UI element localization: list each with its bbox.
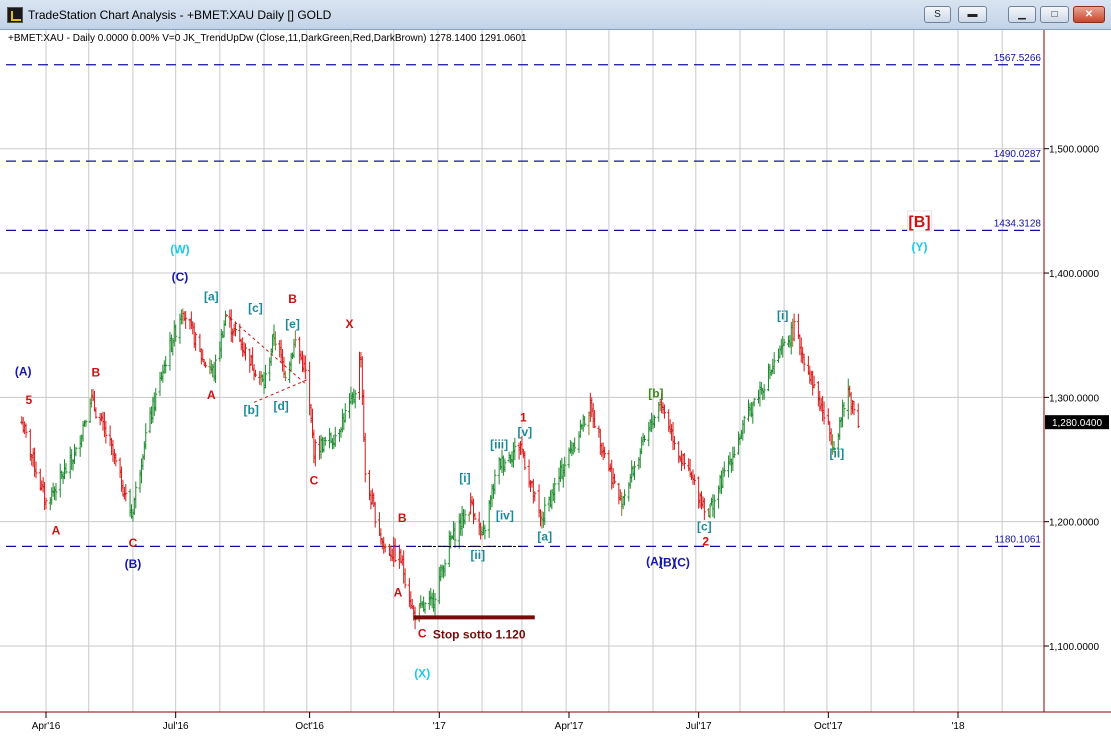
wave-label: [a] — [537, 530, 552, 544]
price-chart[interactable]: 1567.5266 1490.0287 1434.3128 1180.1061 Sto… — [0, 30, 1111, 746]
last-price-marker — [1045, 415, 1109, 430]
time-tick-label: Apr'17 — [555, 721, 584, 732]
wave-label: 2 — [702, 535, 709, 549]
minimize-button[interactable]: ▁ — [1008, 6, 1036, 23]
window-titlebar: TradeStation Chart Analysis - +BMET:XAU … — [0, 0, 1111, 30]
price-axis: 1,100.0000 1,200.0000 1,300.0000 1,400.0000… — [1044, 145, 1109, 653]
wave-label: [c] — [248, 301, 263, 315]
wave-label: (C) — [673, 556, 690, 570]
wave-label: A — [52, 523, 61, 537]
last-price-label: 1,280.0400 — [1052, 418, 1102, 429]
wave-label: [e] — [285, 317, 300, 331]
stop-label: Stop sotto 1.120 — [433, 628, 526, 642]
wave-annotations: Stop sotto 1.120 (A) 5 A B C (B) (W) (C) [a] A [c] B… — [15, 210, 933, 680]
wave-label: [a] — [204, 290, 219, 304]
wave-label: (B) — [125, 557, 142, 571]
close-button[interactable]: ✕ — [1073, 6, 1105, 23]
wave-label: A — [207, 388, 216, 402]
price-tick-label: 1,100.0000 — [1049, 642, 1099, 653]
wave-label: [v] — [517, 425, 532, 439]
level-label: 1434.3128 — [994, 218, 1042, 229]
wave-label: (B) — [659, 556, 676, 570]
line-dropdown-button[interactable]: ▬ — [958, 6, 987, 23]
time-tick-label: Jul'16 — [163, 721, 189, 732]
wave-label: [iv] — [496, 508, 514, 522]
wave-label: [iii] — [490, 438, 508, 452]
maximize-icon: □ — [1051, 9, 1058, 20]
wave-label: B — [398, 511, 407, 525]
maximize-button[interactable]: □ — [1040, 6, 1069, 23]
time-tick-label: Oct'16 — [295, 721, 324, 732]
wave-label: A — [394, 586, 403, 600]
wave-label: [b] — [244, 403, 259, 417]
price-tick-label: 1,500.0000 — [1049, 145, 1099, 156]
wave-label: [c] — [697, 520, 712, 534]
wave-label: (Y) — [912, 240, 928, 254]
wave-label: [ii] — [470, 548, 485, 562]
wave-label: X — [346, 317, 354, 331]
wave-label: [i] — [777, 308, 788, 322]
chart-background — [0, 30, 1111, 746]
wave-label: (C) — [172, 270, 189, 284]
wave-label: B — [92, 365, 101, 379]
vertical-gridlines — [0, 30, 1044, 712]
time-tick-label: Jul'17 — [686, 721, 712, 732]
tradestation-app-icon — [7, 7, 23, 23]
wave-label: C — [310, 474, 319, 488]
wave-label: C — [418, 627, 427, 641]
wave-label: C — [129, 536, 138, 550]
wave-label-box — [907, 210, 933, 232]
wave-label: (W) — [170, 242, 189, 256]
wave-label: (A) — [646, 554, 663, 568]
wave-label: [B] — [908, 214, 930, 231]
price-tick-label: 1,200.0000 — [1049, 518, 1099, 529]
wave-label: 5 — [26, 393, 33, 407]
trendlines — [225, 313, 535, 620]
price-tick-label: 1,400.0000 — [1049, 269, 1099, 280]
wave-label: B — [288, 292, 297, 306]
level-label: 1180.1061 — [994, 534, 1041, 545]
wave-label: [b] — [648, 387, 663, 401]
time-axis: Apr'16 Jul'16 Oct'16 '17 Apr'17 Jul'17 Oct'17 '… — [32, 712, 965, 732]
symbol-header: +BMET:XAU - Daily 0.0000 0.00% V=0 JK_Tr… — [8, 33, 527, 44]
minimize-icon: ▁ — [1018, 9, 1026, 20]
wave-label: [d] — [273, 399, 288, 413]
price-bars — [20, 308, 860, 630]
horizontal-levels: 1567.5266 1490.0287 1434.3128 1180.1061 — [6, 53, 1044, 548]
time-tick-label: '18 — [951, 721, 964, 732]
price-tick-label: 1,300.0000 — [1049, 393, 1099, 404]
close-icon: ✕ — [1084, 9, 1094, 20]
time-tick-label: Oct'17 — [814, 721, 843, 732]
wave-label: (X) — [414, 666, 430, 680]
wave-label: 1 — [520, 410, 527, 424]
time-tick-label: '17 — [433, 721, 446, 732]
style-dropdown-button[interactable]: S — [924, 6, 951, 23]
level-label: 1490.0287 — [994, 149, 1042, 160]
time-tick-label: Apr'16 — [32, 721, 61, 732]
window-title: TradeStation Chart Analysis - +BMET:XAU … — [28, 8, 332, 22]
wave-label: [i] — [459, 471, 470, 485]
level-label: 1567.5266 — [994, 53, 1042, 64]
wave-label: (A) — [15, 364, 32, 378]
wave-label: [ii] — [830, 446, 845, 460]
